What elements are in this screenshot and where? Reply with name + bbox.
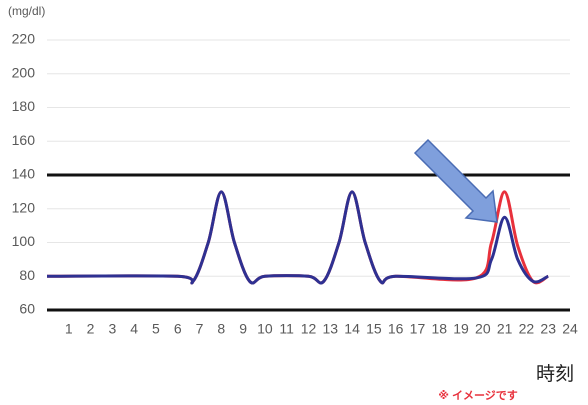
x-tick-label: 21 (497, 321, 513, 337)
x-tick-label: 11 (279, 321, 294, 337)
x-tick-label: 2 (87, 321, 95, 337)
x-tick-label: 17 (410, 321, 426, 337)
x-tick-label: 16 (388, 321, 404, 337)
line-series (46, 190, 549, 285)
x-tick-label: 3 (108, 321, 116, 337)
x-tick-label: 4 (130, 321, 138, 337)
x-tick-label: 23 (540, 321, 556, 337)
x-tick-label: 15 (366, 321, 382, 337)
x-tick-label: 18 (431, 321, 447, 337)
x-tick-label: 22 (519, 321, 535, 337)
y-tick-label: 60 (19, 301, 35, 317)
y-tick-label: 160 (12, 132, 36, 148)
y-unit-label: (mg/dl) (8, 4, 45, 18)
arrow (413, 138, 498, 223)
y-tick-label: 140 (12, 166, 36, 182)
x-tick-label: 14 (344, 321, 360, 337)
x-tick-label: 8 (217, 321, 225, 337)
y-tick-label: 180 (12, 98, 36, 114)
note: ※ イメージです (438, 389, 518, 402)
y-tick-label: 120 (12, 199, 36, 215)
x-tick-label: 7 (196, 321, 204, 337)
x-tick-label: 24 (562, 321, 578, 337)
x-tick-label: 19 (453, 321, 469, 337)
y-tick-label: 100 (12, 233, 36, 249)
x-tick-label: 5 (152, 321, 160, 337)
x-tick-label: 12 (301, 321, 317, 337)
x-tick-label: 13 (323, 321, 339, 337)
x-tick-label: 9 (239, 321, 247, 337)
y-tick-label: 80 (19, 267, 35, 283)
x-tick-label: 20 (475, 321, 491, 337)
y-tick-label: 200 (12, 64, 36, 80)
x-tick-label: 6 (174, 321, 182, 337)
x-tick-label: 1 (65, 321, 73, 337)
y-tick-label: 220 (12, 31, 36, 47)
x-axis-label: 時刻 (536, 363, 574, 385)
x-tick-label: 10 (257, 321, 273, 337)
